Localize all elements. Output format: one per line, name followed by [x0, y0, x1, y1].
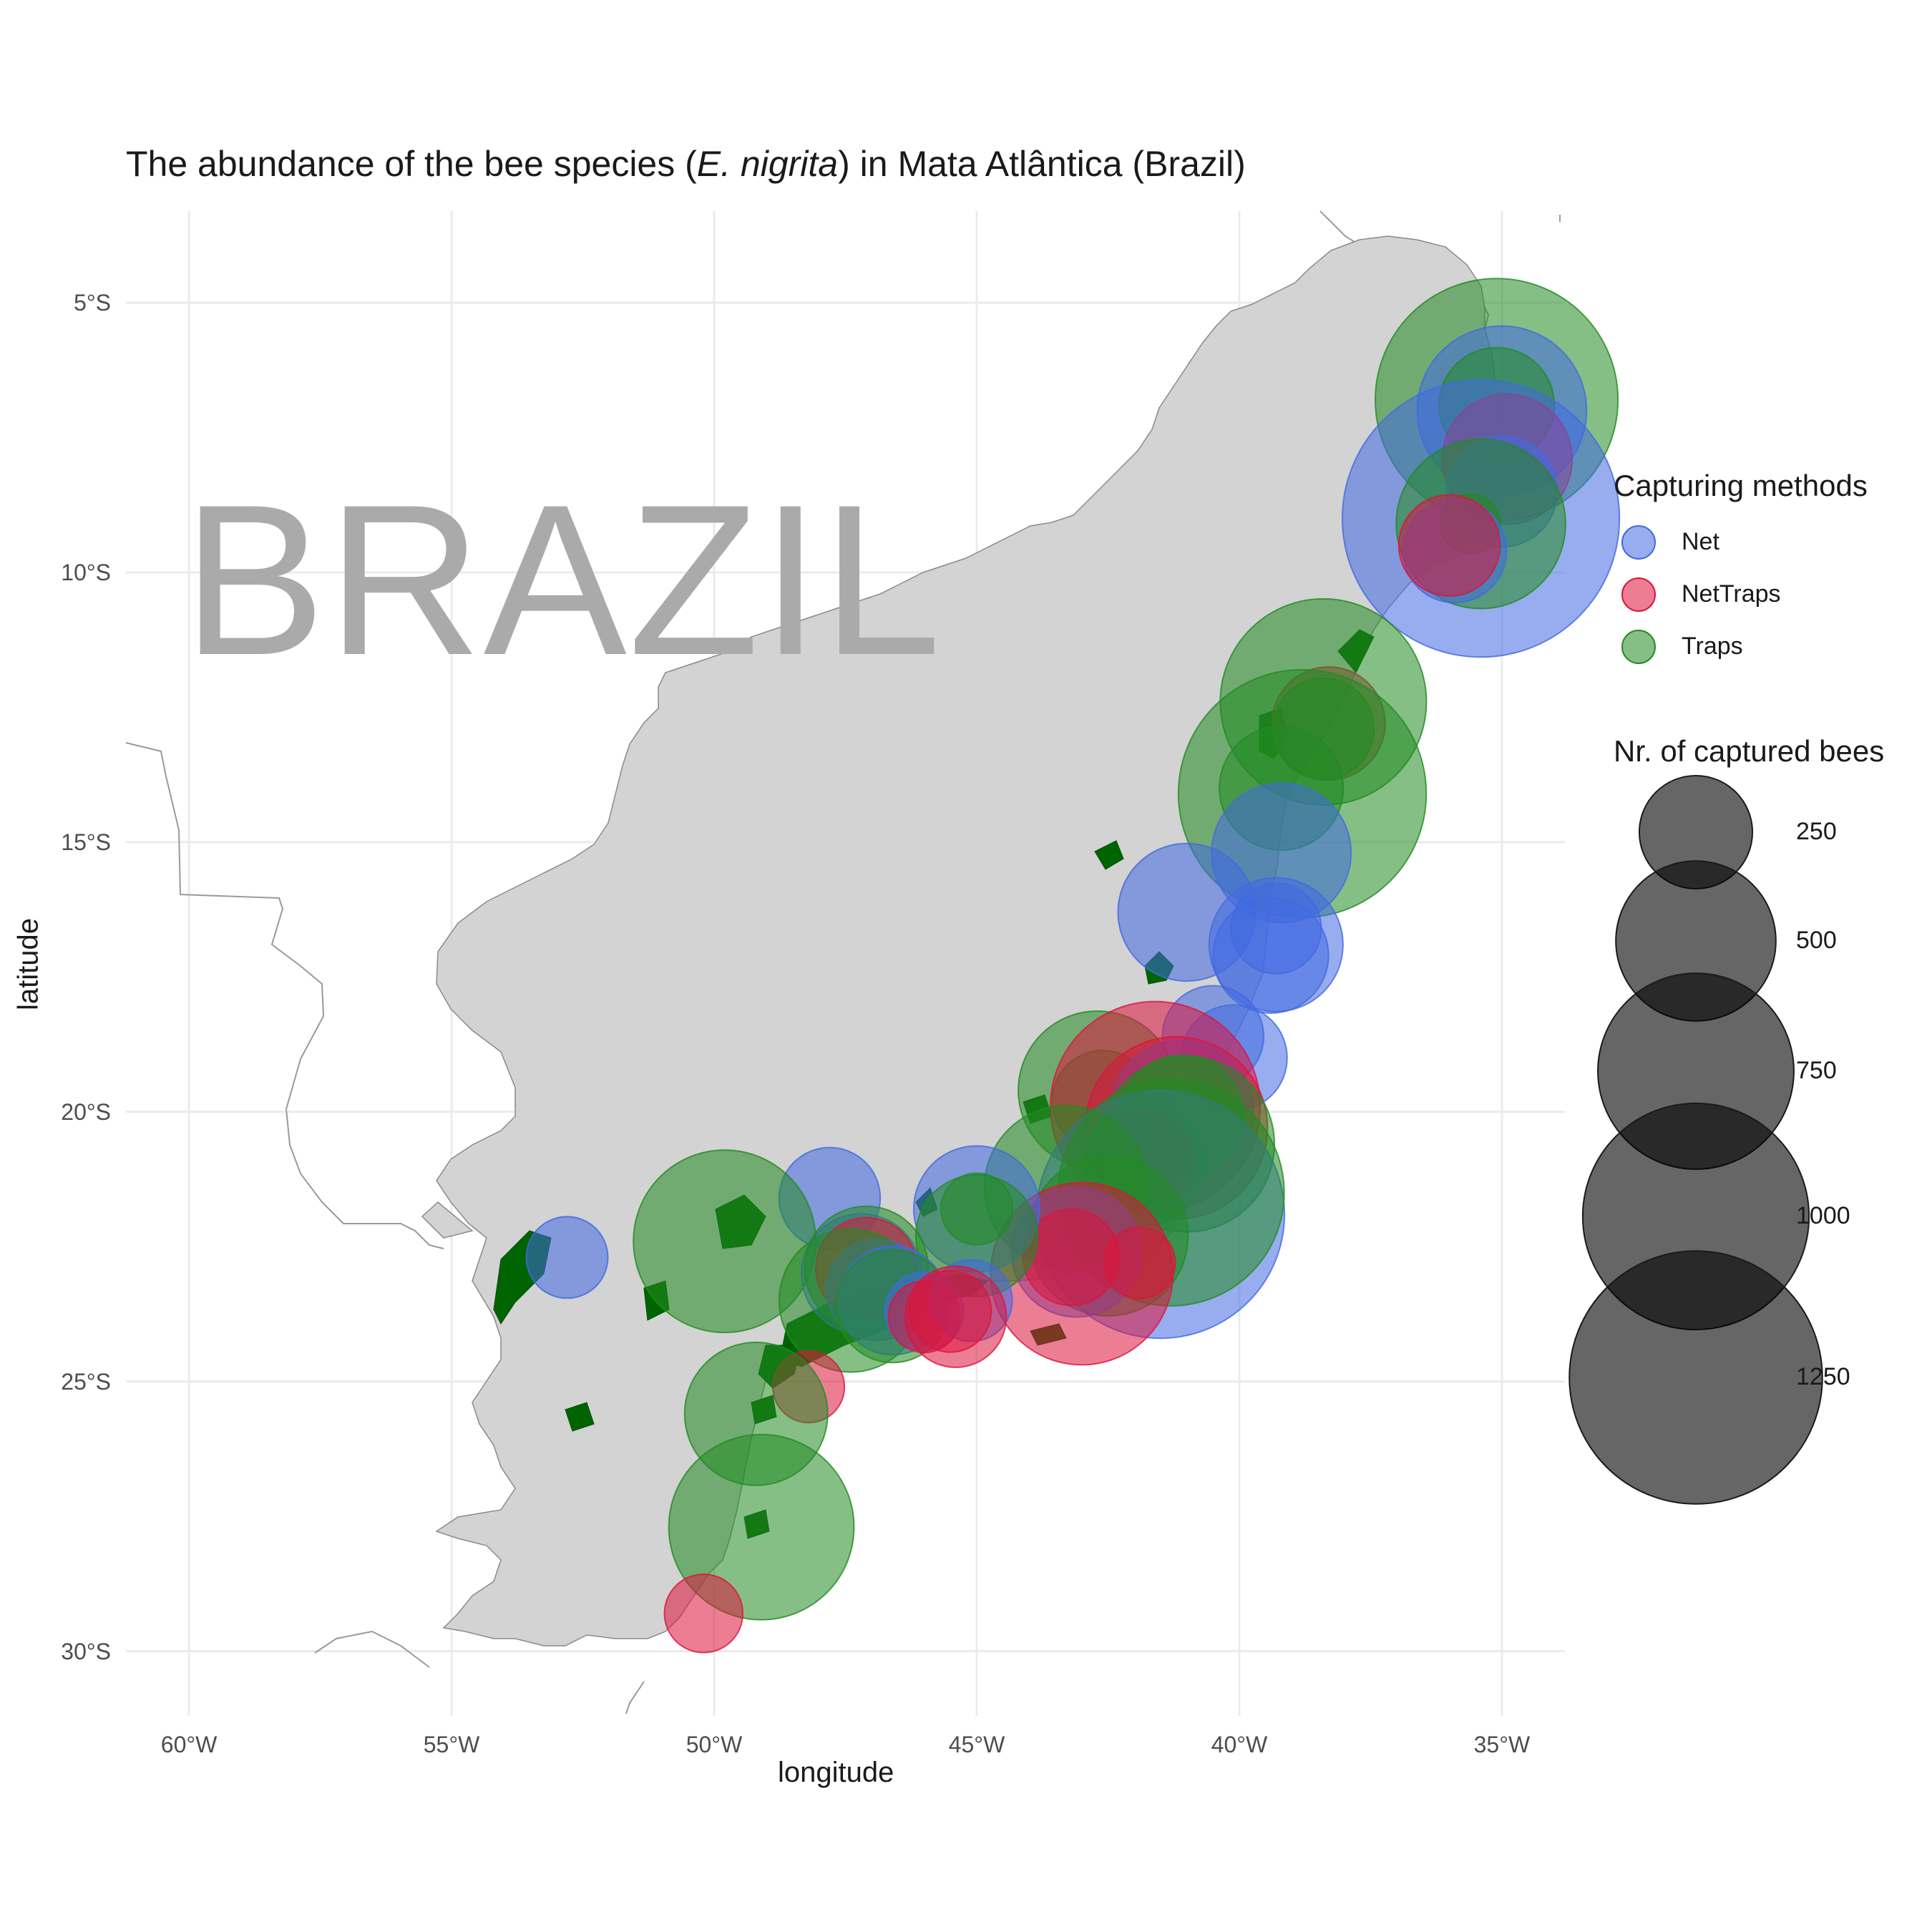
chart-title: The abundance of the bee species (E. nig… [126, 144, 1246, 184]
brazil-watermark: BRAZIL [182, 459, 943, 700]
point-nettraps [1103, 1226, 1176, 1299]
mata-atlantica-region [421, 235, 1511, 1646]
y-tick-label: 20°S [61, 1098, 111, 1125]
y-tick-label: 5°S [74, 290, 111, 316]
y-tick-label: 15°S [61, 829, 111, 855]
point-net [525, 1216, 609, 1299]
x-tick-label: 45°W [948, 1732, 1005, 1757]
size-legend-label: 750 [1796, 1057, 1837, 1084]
y-tick-label: 10°S [61, 560, 111, 586]
size-legend-key [1568, 1250, 1823, 1505]
point-net [1212, 897, 1330, 1014]
size-legend-label: 500 [1796, 927, 1837, 954]
legend-label-traps: Traps [1682, 633, 1743, 660]
point-nettraps [1397, 494, 1501, 597]
x-axis-label: longitude [778, 1757, 894, 1788]
x-tick-label: 50°W [686, 1732, 743, 1757]
point-nettraps [909, 1269, 992, 1353]
size-legend-title: Nr. of captured bees [1614, 734, 1885, 768]
legend-key-nettraps [1621, 577, 1656, 612]
legend-key-net [1621, 525, 1656, 560]
y-tick-label: 25°S [61, 1368, 111, 1395]
legend-label-nettraps: NetTraps [1682, 580, 1781, 608]
legend-label-net: Net [1682, 528, 1719, 555]
color-legend-title: Capturing methods [1614, 469, 1868, 502]
x-tick-label: 40°W [1211, 1732, 1268, 1757]
size-legend-label: 250 [1796, 818, 1837, 845]
y-axis-label: latitude [12, 918, 44, 1010]
size-legend-label: 1250 [1796, 1363, 1850, 1390]
y-tick-label: 30°S [61, 1638, 111, 1664]
legend-glyphs [1568, 525, 1823, 1505]
size-legend-label: 1000 [1796, 1202, 1850, 1229]
x-tick-label: 55°W [423, 1732, 480, 1757]
point-traps [668, 1433, 855, 1621]
sample-points [525, 278, 1621, 1654]
point-nettraps [663, 1574, 744, 1654]
legend-key-traps [1621, 630, 1656, 664]
x-tick-label: 35°W [1473, 1732, 1531, 1757]
species-name: E. nigrita [696, 144, 839, 184]
x-tick-label: 60°W [160, 1732, 218, 1757]
